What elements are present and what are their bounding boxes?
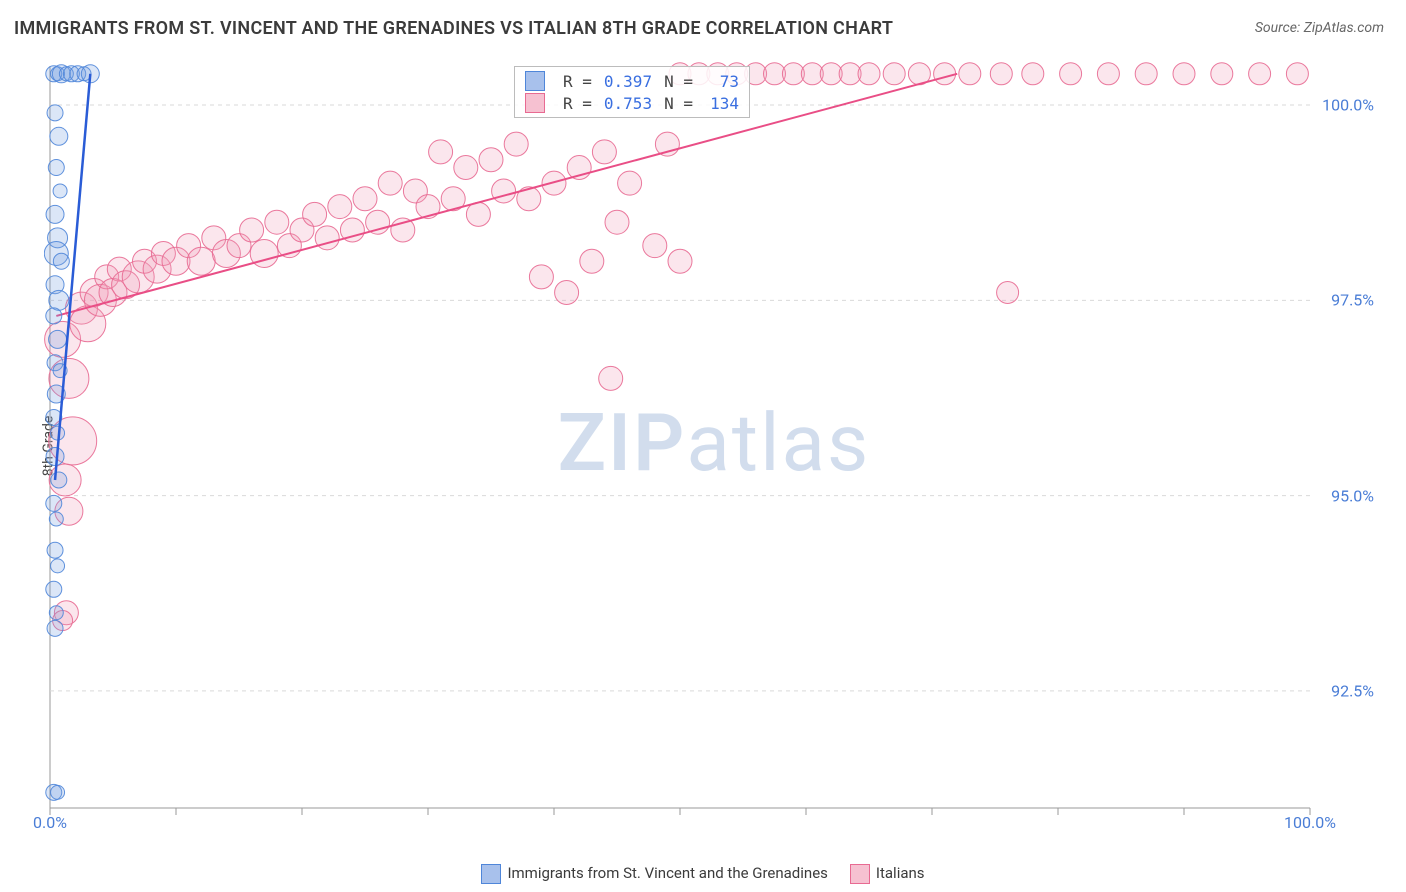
n-value: 134 <box>705 94 739 113</box>
legend-swatch <box>850 864 870 884</box>
chart-title: IMMIGRANTS FROM ST. VINCENT AND THE GREN… <box>14 18 893 39</box>
legend-swatch <box>525 71 545 91</box>
stats-row: R = 0.753 N = 134 <box>525 93 739 113</box>
legend-entry: Immigrants from St. Vincent and the Gren… <box>481 864 827 884</box>
n-value: 73 <box>705 72 739 91</box>
r-value: 0.397 <box>604 72 652 91</box>
source-label: Source: ZipAtlas.com <box>1255 20 1384 36</box>
n-label: N = <box>664 72 693 91</box>
y-tick-label: 97.5% <box>1331 291 1374 310</box>
correlation-stats-legend: R = 0.397 N = 73 R = 0.753 N = 134 <box>514 66 750 118</box>
x-tick-label: 0.0% <box>33 813 67 832</box>
n-label: N = <box>664 94 693 113</box>
y-tick-label: 100.0% <box>1322 96 1374 115</box>
legend-label: Immigrants from St. Vincent and the Gren… <box>507 864 827 882</box>
r-label: R = <box>563 72 592 91</box>
chart-container: IMMIGRANTS FROM ST. VINCENT AND THE GREN… <box>0 0 1406 892</box>
legend-swatch <box>481 864 501 884</box>
legend-entry: Italians <box>850 864 925 884</box>
y-tick-label: 95.0% <box>1331 486 1374 505</box>
r-label: R = <box>563 94 592 113</box>
legend-swatch <box>525 93 545 113</box>
scatter-svg <box>44 58 1384 828</box>
plot-area: ZIPatlas 92.5%95.0%97.5%100.0% 0.0%100.0… <box>44 58 1384 828</box>
x-tick-label: 100.0% <box>1284 813 1336 832</box>
stats-row: R = 0.397 N = 73 <box>525 71 739 91</box>
legend-label: Italians <box>876 864 925 882</box>
y-tick-label: 92.5% <box>1331 681 1374 700</box>
r-value: 0.753 <box>604 94 652 113</box>
series-legend: Immigrants from St. Vincent and the Gren… <box>0 864 1406 884</box>
